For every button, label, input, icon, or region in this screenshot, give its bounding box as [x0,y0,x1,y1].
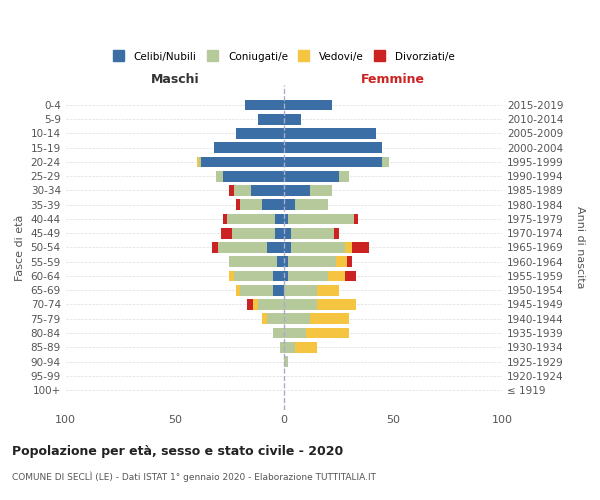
Bar [295,342,317,352]
Bar [234,185,251,196]
Bar [229,185,234,196]
Bar [338,171,349,181]
Bar [284,256,289,267]
Bar [284,200,295,210]
Bar [245,100,284,110]
Bar [284,128,376,139]
Text: COMUNE DI SECLÌ (LE) - Dati ISTAT 1° gennaio 2020 - Elaborazione TUTTITALIA.IT: COMUNE DI SECLÌ (LE) - Dati ISTAT 1° gen… [12,472,376,482]
Bar [277,256,284,267]
Bar [284,142,382,153]
Bar [284,114,301,124]
Bar [273,285,284,296]
Bar [216,171,223,181]
Legend: Celibi/Nubili, Coniugati/e, Vedovi/e, Divorziati/e: Celibi/Nubili, Coniugati/e, Vedovi/e, Di… [109,48,459,66]
Bar [306,328,349,338]
Bar [234,270,273,281]
Bar [258,114,284,124]
Bar [284,171,338,181]
Bar [284,328,306,338]
Bar [218,242,266,253]
Text: Popolazione per età, sesso e stato civile - 2020: Popolazione per età, sesso e stato civil… [12,445,343,458]
Bar [223,171,284,181]
Y-axis label: Anni di nascita: Anni di nascita [575,206,585,288]
Bar [212,242,218,253]
Bar [289,270,328,281]
Bar [337,256,347,267]
Bar [201,156,284,168]
Bar [284,270,289,281]
Bar [328,270,345,281]
Bar [251,185,284,196]
Bar [284,156,382,168]
Bar [284,100,332,110]
Bar [275,228,284,238]
Bar [284,314,310,324]
Bar [236,128,284,139]
Bar [352,242,369,253]
Text: Femmine: Femmine [361,74,425,86]
Bar [221,228,232,238]
Bar [284,214,289,224]
Bar [247,299,253,310]
Bar [280,342,284,352]
Bar [241,285,273,296]
Bar [236,200,241,210]
Bar [354,214,358,224]
Y-axis label: Fasce di età: Fasce di età [15,214,25,280]
Bar [273,328,284,338]
Bar [266,242,284,253]
Bar [289,256,337,267]
Bar [317,299,356,310]
Bar [236,285,241,296]
Bar [232,228,275,238]
Bar [310,185,332,196]
Bar [310,314,349,324]
Bar [284,242,290,253]
Bar [284,185,310,196]
Bar [229,270,234,281]
Bar [284,299,317,310]
Bar [253,299,258,310]
Bar [345,270,356,281]
Bar [262,314,266,324]
Bar [382,156,389,168]
Bar [295,200,328,210]
Bar [317,285,338,296]
Bar [334,228,338,238]
Bar [262,200,284,210]
Bar [227,214,275,224]
Text: Maschi: Maschi [151,74,199,86]
Bar [289,214,354,224]
Bar [290,242,345,253]
Bar [273,270,284,281]
Bar [197,156,199,168]
Bar [214,142,284,153]
Bar [284,342,295,352]
Bar [345,242,352,253]
Bar [347,256,352,267]
Bar [199,156,201,168]
Bar [284,285,317,296]
Bar [275,214,284,224]
Bar [284,228,290,238]
Bar [241,200,262,210]
Bar [284,356,289,367]
Bar [290,228,334,238]
Bar [223,214,227,224]
Bar [258,299,284,310]
Bar [266,314,284,324]
Bar [229,256,277,267]
